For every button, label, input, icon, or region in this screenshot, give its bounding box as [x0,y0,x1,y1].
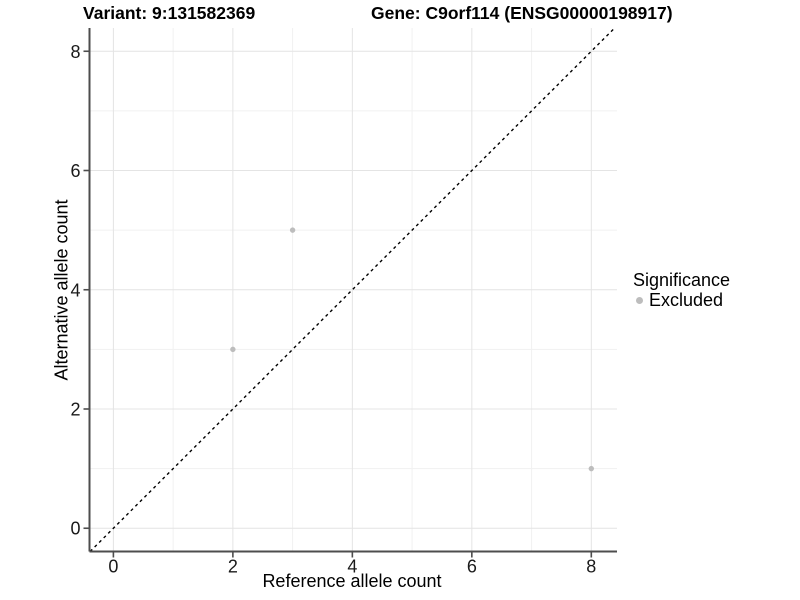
scatter-point [289,227,296,233]
gridlines-minor [89,28,617,552]
axis-lines [88,28,617,553]
identity-line [89,27,616,552]
axis-tick-marks [83,50,593,558]
y-tick-label: 2 [70,399,80,419]
plot-title-gene: Gene: C9orf114 (ENSG00000198917) [371,3,673,23]
scatter-point [230,346,236,353]
x-tick-label: 8 [586,557,596,577]
gridlines-major [89,28,617,552]
legend-title: Significance [633,270,731,290]
legend-point-icon [636,297,643,304]
x-axis-title: Reference allele count [262,571,442,591]
x-tick-label: 0 [108,557,118,577]
scatter-point [588,465,595,472]
y-tick-label: 6 [70,161,80,181]
y-tick-label: 4 [70,280,80,300]
plot-title-variant: Variant: 9:131582369 [83,3,256,23]
x-tick-label: 4 [347,557,357,577]
axis-tick-labels: 0 2 4 6 8 0 2 4 6 8 [70,42,596,577]
legend-item-excluded: Excluded [630,291,730,310]
x-tick-label: 6 [467,557,477,577]
legend: Significance Excluded [630,271,730,310]
x-tick-label: 2 [228,557,238,577]
y-axis-title: Alternative allele count [51,199,72,381]
data-points [230,227,595,472]
y-tick-label: 8 [70,42,80,62]
legend-item-label: Excluded [649,290,724,310]
y-tick-label: 0 [70,519,80,539]
identity-dashed-line [89,27,616,552]
